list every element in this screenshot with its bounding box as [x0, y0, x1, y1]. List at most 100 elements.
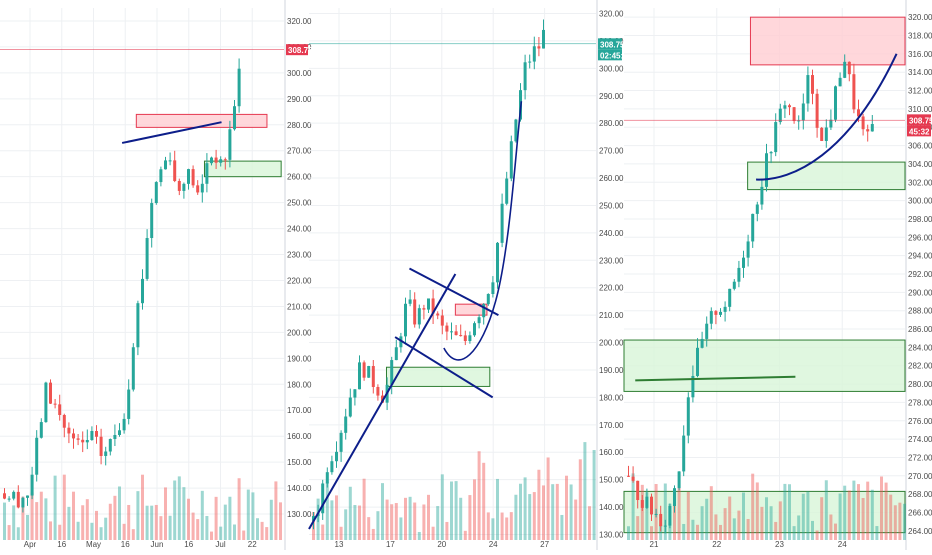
candle-body: [631, 476, 635, 481]
last-price-label: 308.75: [600, 40, 625, 49]
volume-bar: [196, 519, 200, 540]
countdown-tag: 45:32: [907, 125, 931, 136]
price-tick-label: 264.00: [908, 527, 932, 536]
candle-body: [778, 108, 782, 123]
candle-body: [49, 382, 52, 404]
time-tick-label: 16: [57, 540, 66, 549]
price-tick-label: 300.00: [599, 64, 624, 73]
volume-bar: [122, 523, 126, 540]
candle-body: [673, 488, 676, 506]
volume-bar: [742, 492, 745, 540]
price-tick-label: 286.00: [908, 325, 932, 334]
price-tick-label: 288.00: [908, 307, 932, 316]
price-tick-label: 320.00: [908, 13, 932, 22]
candle-body: [482, 304, 486, 318]
volume-bar: [569, 484, 573, 540]
volume-bar: [861, 498, 865, 540]
candle-body: [500, 203, 504, 243]
candle-body: [325, 472, 329, 484]
candle-body: [732, 281, 736, 289]
time-tick-label: Jul: [215, 540, 225, 549]
candle-body: [636, 480, 640, 501]
projection-curve: [443, 101, 523, 361]
candle-body: [728, 288, 732, 307]
candle-body: [131, 347, 135, 390]
candle-body: [200, 183, 204, 193]
volume-bar: [53, 475, 57, 540]
volume-bar: [578, 459, 582, 540]
candle-body: [210, 157, 213, 164]
volume-bar: [677, 488, 681, 540]
price-tick-label: 274.00: [908, 435, 932, 444]
candle-body: [164, 160, 167, 170]
candle-body: [358, 362, 361, 390]
volume-bar: [870, 489, 874, 540]
volume-bar: [491, 518, 495, 540]
volume-bar: [645, 492, 649, 540]
candle-body: [58, 404, 62, 415]
countdown-box: [598, 49, 622, 61]
volume-bar: [903, 503, 906, 540]
volume-bar: [496, 478, 499, 540]
candle-body: [847, 61, 851, 75]
volume-bar: [532, 492, 536, 540]
countdown-box: [907, 125, 931, 137]
price-tick-label: 240.00: [287, 225, 312, 234]
candle-body: [852, 74, 856, 110]
candle-body: [12, 491, 16, 499]
candle-body: [528, 61, 532, 63]
volume-bar: [427, 494, 430, 540]
last-price-tag: 308.75: [286, 44, 313, 56]
volume-bar: [58, 524, 62, 540]
time-tick-label: 13: [335, 540, 344, 549]
volume-bar: [182, 487, 186, 540]
countdown-label: 02:45:32: [600, 51, 633, 60]
volume-bar: [788, 484, 791, 540]
volume-bar: [875, 526, 879, 540]
price-tick-label: 200.00: [287, 328, 312, 337]
candle-body: [348, 397, 352, 417]
volume-bar: [700, 506, 704, 540]
price-tick-label: 292.00: [908, 270, 932, 279]
volume-bar: [505, 517, 509, 540]
volume-bar: [450, 481, 453, 540]
candle-body: [496, 242, 499, 283]
volume-bar: [811, 520, 814, 540]
price-tick-label: 260.00: [599, 174, 624, 183]
candle-body: [857, 109, 860, 117]
volume-bar: [852, 480, 856, 540]
price-tick-label: 268.00: [908, 490, 932, 499]
volume-bar: [113, 495, 117, 540]
candle-body: [21, 497, 25, 508]
volume-bar: [16, 527, 20, 540]
candle-body: [792, 107, 796, 122]
volume-bar: [765, 497, 768, 540]
volume-bar: [404, 497, 407, 540]
volume-bar: [256, 518, 259, 540]
candle-body: [436, 313, 440, 316]
price-tick-label: 210.00: [287, 302, 312, 311]
last-price-box: [598, 38, 622, 50]
volume-bar: [691, 519, 695, 540]
candle-body: [219, 159, 223, 163]
volume-bar: [30, 492, 34, 540]
volume-bar: [219, 526, 223, 540]
candle-body: [751, 213, 755, 242]
price-tick-label: 160.00: [287, 432, 312, 441]
candle-body: [422, 308, 426, 310]
candle-body: [760, 186, 764, 205]
candle-body: [214, 157, 218, 163]
candle-body: [686, 397, 690, 436]
price-tick-label: 270.00: [599, 147, 624, 156]
candle-body: [486, 294, 490, 305]
price-tick-label: 250.00: [287, 199, 312, 208]
volume-bar: [344, 509, 348, 540]
volume-bar: [362, 478, 366, 540]
volume-bar: [546, 457, 550, 540]
volume-bar: [49, 521, 52, 540]
volume-bar: [408, 496, 412, 540]
support-zone: [747, 161, 906, 191]
candle-body: [35, 437, 39, 475]
volume-bar: [650, 526, 653, 540]
price-tick-label: 266.00: [908, 508, 932, 517]
